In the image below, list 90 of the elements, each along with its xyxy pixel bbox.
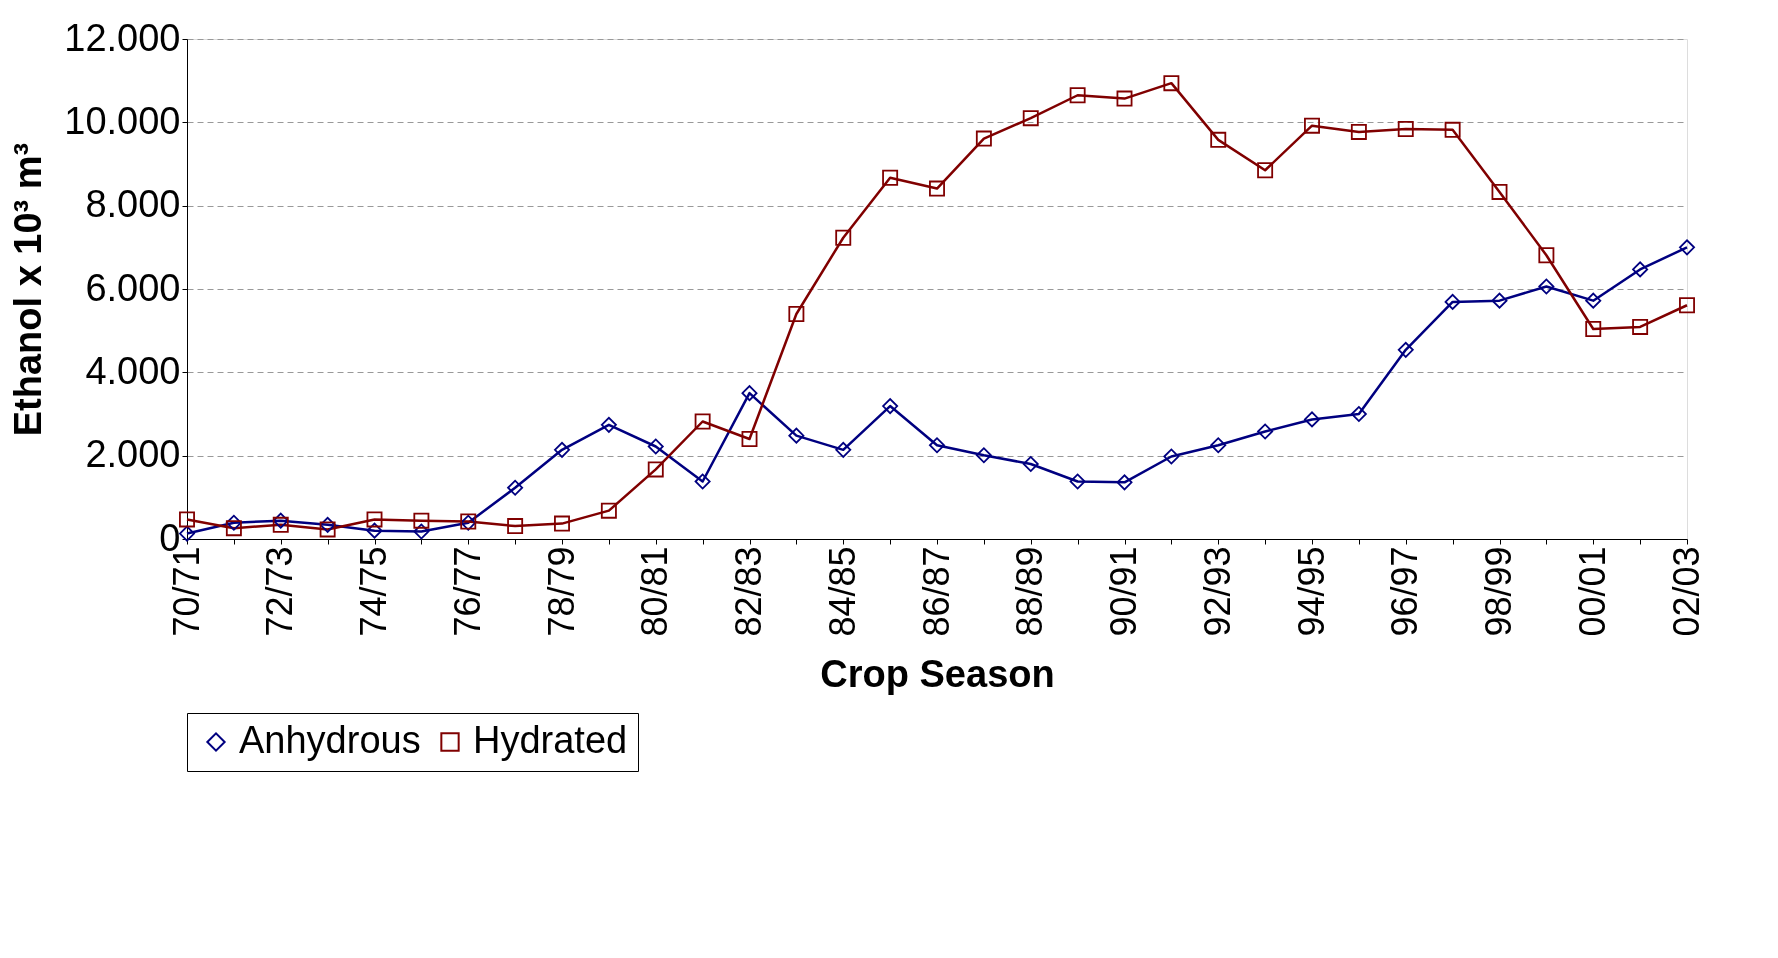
point (835, 441, 852, 458)
point (554, 515, 570, 532)
point (788, 306, 805, 322)
point (1444, 121, 1461, 138)
legend-label: Hydrated (473, 719, 628, 761)
x-tick-label: 98/99 (1478, 546, 1519, 637)
point (272, 516, 289, 533)
y-tick-label: 2.000 (85, 433, 181, 476)
point (600, 416, 617, 433)
point (647, 461, 664, 478)
point (835, 229, 852, 246)
point (1304, 117, 1320, 134)
point (975, 130, 992, 147)
point (1350, 406, 1367, 422)
point (1163, 448, 1180, 465)
point (1069, 473, 1086, 490)
x-tick-label: 72/73 (259, 546, 301, 637)
point (788, 427, 805, 444)
y-tick-label: 12.000 (64, 16, 181, 59)
point (366, 511, 383, 528)
x-tick-label: 92/93 (1196, 546, 1238, 637)
point (741, 431, 758, 447)
x-tick-label: 78/79 (540, 546, 582, 637)
x-axis-title: Crop Season (820, 652, 1055, 695)
point (694, 473, 711, 490)
point (1022, 456, 1039, 472)
x-tick-label: 90/91 (1103, 546, 1144, 637)
point (319, 516, 336, 533)
point (929, 437, 945, 454)
point (1679, 239, 1695, 256)
point (1397, 341, 1414, 358)
x-tick-label: 02/03 (1665, 546, 1707, 637)
point (1210, 131, 1227, 148)
point (882, 169, 899, 186)
y-tick-label: 4.000 (85, 349, 181, 392)
point (1257, 423, 1274, 440)
point (1304, 411, 1320, 428)
point (1257, 162, 1274, 179)
x-tick-label: 80/81 (634, 546, 676, 637)
point (1397, 121, 1414, 137)
point (1069, 87, 1086, 104)
point (1538, 278, 1555, 295)
point (929, 180, 945, 197)
point (1491, 292, 1508, 309)
point (882, 398, 899, 415)
point (600, 502, 617, 519)
point (225, 520, 242, 537)
point (179, 511, 195, 528)
y-tick-label: 10.000 (64, 99, 181, 142)
x-tick-label: 96/97 (1384, 546, 1426, 637)
point (1163, 75, 1180, 92)
x-tick-label: 84/85 (821, 546, 863, 637)
x-tick-label: 82/83 (728, 546, 769, 637)
point (319, 521, 336, 538)
point (507, 518, 524, 535)
point (1444, 293, 1461, 310)
point (272, 512, 289, 529)
x-tick-label: 88/89 (1009, 546, 1051, 637)
point (647, 438, 664, 455)
point (1116, 90, 1133, 107)
point (507, 479, 524, 496)
point (694, 413, 711, 430)
y-tick-label: 6.000 (85, 266, 181, 309)
point (1116, 474, 1133, 491)
point (366, 522, 383, 539)
x-tick-label: 94/95 (1290, 546, 1332, 637)
point (1632, 261, 1649, 278)
point (741, 385, 758, 402)
point (1632, 318, 1649, 335)
point (1585, 292, 1602, 309)
point (1022, 110, 1039, 127)
point (554, 441, 570, 458)
x-tick-label: 86/87 (915, 546, 957, 637)
point (225, 514, 242, 531)
x-tick-label: 74/75 (353, 546, 394, 637)
point (413, 512, 430, 529)
point (1538, 247, 1555, 264)
point (1491, 183, 1508, 200)
point (975, 447, 992, 464)
point (413, 523, 430, 540)
x-tick-label: 00/01 (1571, 546, 1613, 637)
legend-label: Anhydrous (239, 719, 421, 761)
point (179, 525, 195, 542)
y-axis-title: Ethanol x 10³ m³ (7, 142, 50, 437)
point (1679, 297, 1695, 314)
y-tick-label: 8.000 (85, 183, 181, 226)
x-tick-label: 76/77 (446, 546, 488, 637)
point (1585, 321, 1602, 337)
point (1350, 123, 1367, 140)
point (1210, 437, 1227, 454)
